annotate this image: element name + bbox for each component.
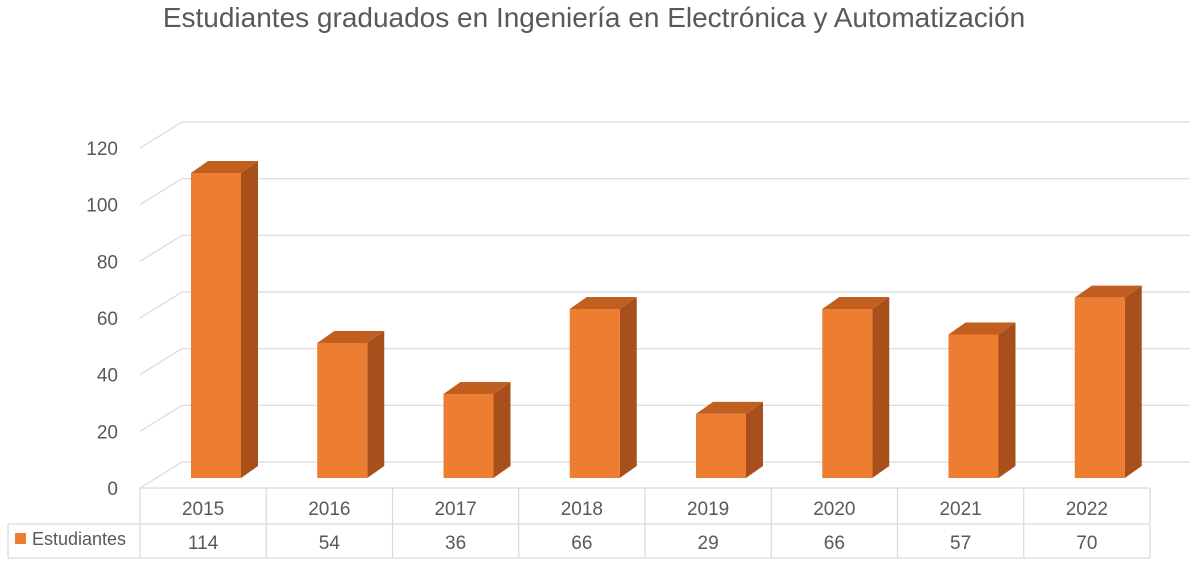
x-tick-label: 2021 [939,499,981,520]
bar [191,161,258,478]
x-tick-label: 2019 [687,499,729,520]
gridline-diag [139,404,183,432]
bar [569,297,637,478]
gridline-diag [139,178,183,206]
bar [822,297,890,478]
bar [317,331,385,478]
bar-top [948,322,1016,335]
bar-front [569,309,620,478]
y-tick-label: 0 [107,479,118,500]
x-tick-label: 2022 [1066,499,1108,520]
gridline-diag [139,234,183,262]
bar-top [191,161,258,173]
y-tick-label: 60 [97,309,118,330]
data-label: 57 [950,533,971,554]
data-label: 70 [1076,533,1097,554]
data-label: 54 [319,533,341,554]
gridline-diag [139,121,183,149]
bar-front [822,309,873,478]
data-label: 36 [445,533,466,554]
gridline-diag [139,348,183,376]
x-tick-label: 2017 [434,499,476,520]
bar-front [191,173,241,478]
bar-top [443,382,511,394]
y-tick-label: 40 [97,366,118,387]
x-tick-label: 2016 [308,499,350,520]
bar-front [1074,297,1125,478]
data-label: 66 [824,533,845,554]
bar-top [317,331,385,343]
data-label: 114 [188,533,219,554]
x-tick-label: 2020 [813,499,855,520]
legend-label: Estudiantes [32,529,126,549]
data-label: 66 [571,533,592,554]
y-tick-label: 20 [97,422,118,443]
x-tick-label: 2015 [182,499,224,520]
bar [948,322,1016,478]
legend-swatch [15,533,26,544]
y-tick-label: 120 [86,139,118,160]
gridlines [139,121,1190,489]
bar-side [1124,285,1142,478]
bar-side [746,401,763,478]
y-tick-label: 80 [97,252,118,273]
bar-top [569,297,637,309]
bar-side [872,297,890,478]
bar [1074,285,1142,478]
y-tick-label: 100 [86,196,118,217]
bar [443,382,511,478]
bar-side [998,322,1016,478]
bars [191,161,1142,478]
x-tick-label: 2018 [561,499,603,520]
chart-title: Estudiantes graduados en Ingeniería en E… [163,2,1025,33]
bar-side [241,161,258,478]
bar-front [948,334,999,478]
bar [696,401,763,478]
bar-front [696,413,746,478]
bar-front [317,343,368,478]
bar-side [493,382,511,478]
data-label: 29 [698,533,719,554]
gridline-diag [139,291,183,319]
bar-side [367,331,385,478]
y-axis: 0 20 40 60 80 100 120 [86,139,118,500]
gridline-diag [139,461,183,489]
bar-top [822,297,890,309]
bar-front [443,394,494,478]
data-table: 2015 114 2016 54 2017 36 2018 66 2019 29 2020 66 202… [7,487,1151,559]
bar-top [696,401,763,414]
bar-side [619,297,637,478]
bar-top [1074,285,1142,298]
